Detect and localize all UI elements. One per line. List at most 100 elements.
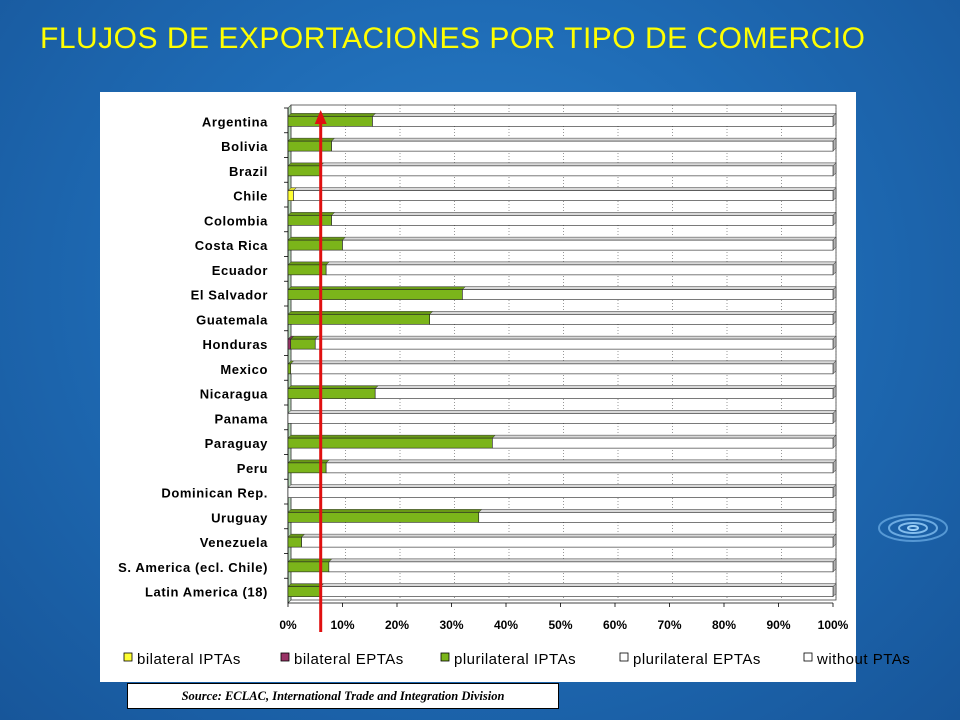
source-note: Source: ECLAC, International Trade and I… xyxy=(127,683,559,709)
bar-top-plurilateral-iptas xyxy=(287,459,330,464)
bar-top-without-ptas xyxy=(328,558,837,563)
legend-label-plurilateral-iptas: plurilateral IPTAs xyxy=(454,651,576,668)
bar-plurilateral-iptas xyxy=(287,215,332,226)
bar-plurilateral-iptas xyxy=(290,338,316,350)
bar-top-plurilateral-iptas xyxy=(287,311,434,315)
bar-without-ptas xyxy=(301,536,834,548)
bar-top-plurilateral-iptas xyxy=(287,212,336,216)
y-tick-label: Dominican Rep. xyxy=(161,486,268,501)
chart-side-wall xyxy=(287,104,292,604)
bar-without-ptas xyxy=(325,264,834,276)
y-tick-label: Panama xyxy=(215,411,269,426)
bar-top-without-ptas xyxy=(371,113,837,117)
y-tick-label: Nicaragua xyxy=(200,387,268,402)
x-tick-label: 60% xyxy=(603,618,627,632)
bar-top-plurilateral-iptas xyxy=(287,236,347,241)
bar-top-without-ptas xyxy=(374,385,837,389)
bar-without-ptas xyxy=(325,462,834,474)
red-arrow-head xyxy=(314,110,327,124)
bar-plurilateral-iptas xyxy=(287,388,376,399)
x-tick-label: 40% xyxy=(494,618,518,632)
bar-top-plurilateral-iptas xyxy=(287,286,467,290)
legend-swatch-plurilateral-iptas xyxy=(440,652,450,662)
bar-plurilateral-iptas xyxy=(287,363,292,375)
x-tick-label: 20% xyxy=(385,618,409,632)
bar-top-plurilateral-iptas xyxy=(287,583,325,587)
bar-top-plurilateral-iptas xyxy=(287,162,325,167)
bar-plurilateral-iptas xyxy=(287,140,332,152)
bar-top-plurilateral-iptas xyxy=(287,385,379,389)
bar-top-without-ptas xyxy=(292,187,837,191)
x-tick-label: 0% xyxy=(279,618,297,632)
bar-top-without-ptas xyxy=(478,509,837,513)
bar-top-without-ptas xyxy=(491,434,837,439)
y-tick-label: El Salvador xyxy=(191,288,268,303)
bar-without-ptas xyxy=(290,363,834,375)
bar-without-ptas xyxy=(287,413,834,424)
bar-top-without-ptas xyxy=(287,484,837,488)
x-tick-label: 30% xyxy=(439,618,463,632)
bar-plurilateral-iptas xyxy=(287,289,463,300)
y-tick-label: Argentina xyxy=(202,114,268,129)
y-tick-label: Colombia xyxy=(204,213,268,228)
x-tick-label: 100% xyxy=(818,618,849,632)
bar-without-ptas xyxy=(320,165,834,177)
y-tick-label: Costa Rica xyxy=(195,238,268,253)
bar-plurilateral-iptas xyxy=(287,437,493,449)
y-tick-label: Ecuador xyxy=(212,263,268,278)
bar-plurilateral-iptas xyxy=(287,586,322,597)
legend-swatch-plurilateral-eptas xyxy=(619,652,629,662)
y-tick-label: Mexico xyxy=(220,362,268,377)
bar-top-plurilateral-iptas xyxy=(287,261,330,266)
bar-top-without-ptas xyxy=(301,533,837,538)
bar-top-plurilateral-iptas xyxy=(287,434,496,439)
bar-without-ptas xyxy=(287,487,834,498)
bar-top-without-ptas xyxy=(287,410,837,414)
y-tick-label: Guatemala xyxy=(196,312,268,327)
bar-top-without-ptas xyxy=(330,137,837,142)
bar-top-without-ptas xyxy=(314,335,837,340)
y-tick-label: Paraguay xyxy=(205,436,269,451)
bar-top-without-ptas xyxy=(341,236,837,241)
bar-without-ptas xyxy=(314,338,834,350)
water-ripple-icon xyxy=(878,514,948,542)
bar-top-without-ptas xyxy=(290,360,837,365)
y-tick-label: Peru xyxy=(237,461,268,476)
bar-without-ptas xyxy=(331,140,834,152)
bar-top-without-ptas xyxy=(320,583,837,587)
bar-without-ptas xyxy=(328,561,834,573)
bar-plurilateral-iptas xyxy=(287,165,322,177)
x-tick-label: 50% xyxy=(548,618,572,632)
bar-without-ptas xyxy=(429,314,834,325)
y-tick-label: Honduras xyxy=(203,337,268,352)
y-tick-label: Venezuela xyxy=(200,535,268,550)
y-tick-label: Brazil xyxy=(229,164,268,179)
x-tick-label: 90% xyxy=(766,618,790,632)
y-tick-label: Chile xyxy=(233,189,268,204)
bar-without-ptas xyxy=(331,215,834,226)
bar-top-without-ptas xyxy=(429,311,837,315)
bar-plurilateral-iptas xyxy=(287,561,330,573)
legend-label-plurilateral-eptas: plurilateral EPTAs xyxy=(633,651,761,668)
bar-without-ptas xyxy=(320,586,834,597)
bar-top-without-ptas xyxy=(461,286,837,290)
bar-top-without-ptas xyxy=(325,261,837,266)
legend-label-bilateral-eptas: bilateral EPTAs xyxy=(294,651,404,668)
bar-plurilateral-iptas xyxy=(287,314,430,325)
legend-swatch-without-ptas xyxy=(803,652,813,662)
y-tick-label: Latin America (18) xyxy=(145,585,268,600)
bar-plurilateral-iptas xyxy=(287,512,480,523)
bar-top-plurilateral-iptas xyxy=(287,509,483,513)
page-title: FLUJOS DE EXPORTACIONES POR TIPO DE COME… xyxy=(40,22,866,55)
x-tick-label: 70% xyxy=(657,618,681,632)
bar-without-ptas xyxy=(293,190,834,201)
bar-top-plurilateral-iptas xyxy=(287,137,336,142)
bar-bilateral-eptas xyxy=(287,338,292,350)
bar-without-ptas xyxy=(462,289,834,300)
bar-without-ptas xyxy=(372,116,834,127)
legend-swatch-bilateral-iptas xyxy=(123,652,133,662)
bar-without-ptas xyxy=(374,388,834,399)
bar-bilateral-iptas xyxy=(287,190,294,201)
bar-plurilateral-iptas xyxy=(287,239,343,251)
y-tick-label: S. America (ecl. Chile) xyxy=(118,560,268,575)
